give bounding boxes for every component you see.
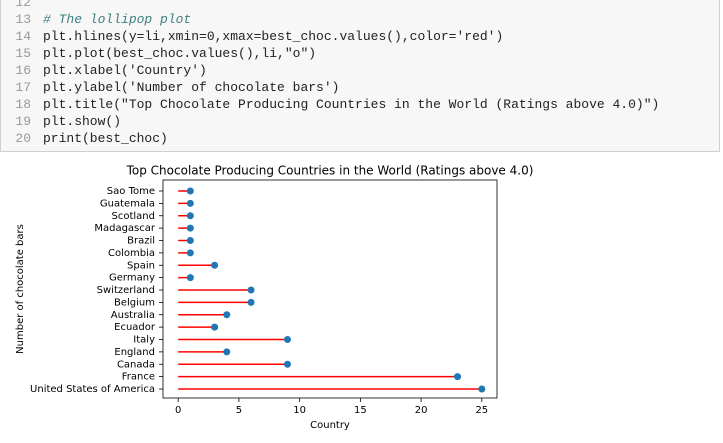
marker [186, 199, 194, 207]
y-tick-label: Madagascar [94, 223, 156, 234]
plot-frame [162, 179, 498, 399]
x-tick-label: 10 [293, 405, 306, 416]
marker [283, 336, 291, 343]
y-tick-label: Spain [127, 260, 155, 271]
y-tick-label: Canada [117, 359, 155, 370]
x-tick-label: 25 [475, 405, 488, 416]
y-tick-label: England [114, 347, 155, 358]
x-tick-label: 15 [354, 405, 367, 416]
marker [186, 274, 194, 282]
chart-title: Top Chocolate Producing Countries in the… [126, 164, 534, 178]
marker [454, 373, 462, 381]
code-text: print(best_choc) [43, 131, 168, 146]
y-tick-label: Australia [111, 310, 155, 321]
y-tick-label: Switzerland [97, 285, 155, 296]
marker [211, 323, 219, 331]
x-tick-label: 20 [415, 405, 428, 416]
x-axis-label: Country [310, 420, 350, 431]
y-tick-label: Guatemala [100, 198, 155, 209]
y-axis-label: Number of chocolate bars [15, 224, 26, 354]
line-number: 18 [15, 97, 31, 112]
y-tick-label: Germany [109, 273, 155, 284]
code-text: plt.xlabel('Country') [43, 63, 207, 78]
marker [247, 286, 255, 294]
y-tick-label: France [122, 372, 155, 383]
marker [186, 249, 194, 257]
x-tick-label: 0 [175, 405, 181, 416]
line-number: 15 [15, 46, 31, 61]
code-cell[interactable]: 12 13 # The lollipop plot 14 plt.hlines(y=li… [0, 0, 720, 152]
marker [186, 212, 194, 220]
line-number: 19 [15, 114, 31, 129]
y-tick-label: Scotland [112, 211, 155, 222]
y-tick-label: Sao Tome [107, 186, 155, 197]
code-text: plt.title("Top Chocolate Producing Count… [43, 97, 660, 112]
marker [186, 237, 194, 244]
marker [223, 311, 231, 319]
marker [247, 298, 255, 306]
marker [186, 187, 194, 195]
marker [186, 224, 194, 232]
line-number: 13 [15, 12, 31, 27]
y-tick-label: Colombia [108, 248, 155, 259]
code-text: plt.show() [43, 114, 122, 129]
y-tick-label: Brazil [127, 236, 155, 247]
code-text: plt.ylabel('Number of chocolate bars') [43, 80, 340, 95]
marker [478, 385, 486, 393]
y-tick-label: Ecuador [114, 322, 156, 333]
line-number: 12 [15, 0, 31, 10]
marker [223, 348, 231, 356]
marker [283, 360, 291, 368]
code-text: plt.plot(best_choc.values(),li,"o") [43, 46, 317, 61]
y-tick-label: United States of America [30, 384, 155, 395]
code-text: plt.hlines(y=li,xmin=0,xmax=best_choc.va… [43, 29, 504, 44]
line-number: 14 [15, 29, 31, 44]
line-number: 17 [15, 80, 31, 95]
line-number: 20 [15, 131, 31, 146]
marker [211, 261, 219, 269]
line-number: 16 [15, 63, 31, 78]
y-tick-label: Italy [133, 335, 155, 346]
y-tick-label: Belgium [114, 297, 155, 308]
code-text: # The lollipop plot [43, 12, 192, 27]
x-tick-label: 5 [236, 405, 242, 416]
